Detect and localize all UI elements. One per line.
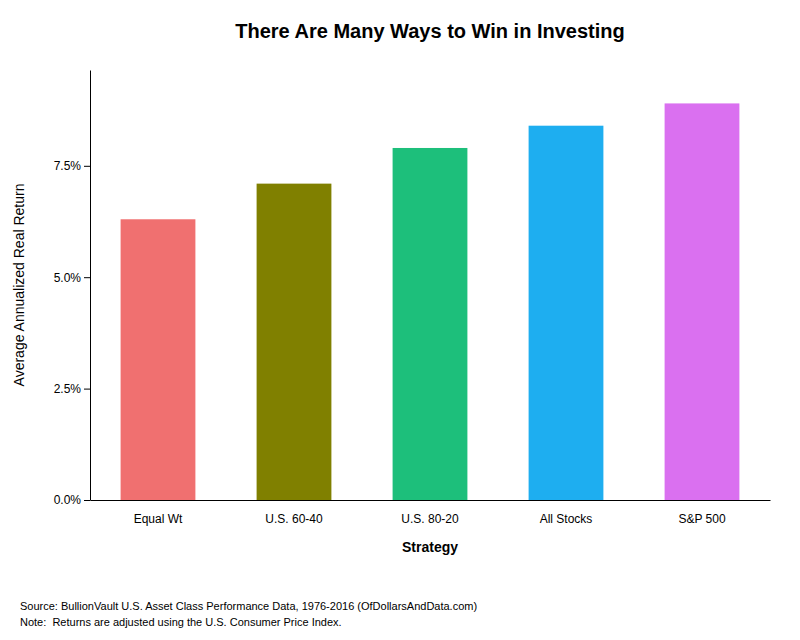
- tick-label: Equal Wt: [134, 512, 183, 526]
- tick-mark: [84, 389, 90, 390]
- title: There Are Many Ways to Win in Investing: [235, 20, 625, 42]
- tick-label: 5.0%: [54, 271, 82, 285]
- tick-label: 0.0%: [54, 493, 82, 507]
- tick-label: All Stocks: [540, 512, 593, 526]
- tick: 2.5%: [54, 382, 90, 396]
- chart-svg: 0.0% 2.5% 5.0% 7.5% Equal Wt U.S. 60-40 U.S. 8…: [0, 0, 800, 640]
- tick: S&P 500: [678, 512, 725, 526]
- annotation: Note: Returns are adjusted using the U.S…: [20, 616, 342, 628]
- marks: [121, 103, 740, 500]
- bar: [393, 148, 468, 500]
- tick-label: S&P 500: [678, 512, 725, 526]
- tick: Equal Wt: [134, 512, 183, 526]
- tick-label: U.S. 80-20: [401, 512, 459, 526]
- tick-mark: [84, 277, 90, 278]
- bar: [665, 103, 740, 500]
- tick-label: 2.5%: [54, 382, 82, 396]
- x-axis-label: Strategy: [402, 539, 458, 555]
- tick-label: 7.5%: [54, 159, 82, 173]
- tick: 5.0%: [54, 271, 90, 285]
- bar: [257, 184, 332, 500]
- tick: 7.5%: [54, 159, 90, 173]
- y-axis: 0.0% 2.5% 5.0% 7.5%: [54, 71, 91, 508]
- bar: [121, 219, 196, 500]
- tick-label: U.S. 60-40: [265, 512, 323, 526]
- tick-mark: [84, 166, 90, 167]
- axis-line: [91, 500, 771, 501]
- tick-mark: [84, 500, 90, 501]
- tick: U.S. 80-20: [401, 512, 459, 526]
- axis-line: [90, 71, 91, 501]
- y-axis-label: Average Annualized Real Return: [11, 184, 27, 387]
- bar: [529, 126, 604, 500]
- plot-area: 0.0% 2.5% 5.0% 7.5% Equal Wt U.S. 60-40 U.S. 8…: [54, 71, 771, 527]
- tick: 0.0%: [54, 493, 90, 507]
- x-axis: Equal Wt U.S. 60-40 U.S. 80-20 All Stocks S&…: [91, 501, 771, 527]
- tick: All Stocks: [540, 512, 593, 526]
- annotation: Source: BullionVault U.S. Asset Class Pe…: [20, 600, 477, 612]
- tick: U.S. 60-40: [265, 512, 323, 526]
